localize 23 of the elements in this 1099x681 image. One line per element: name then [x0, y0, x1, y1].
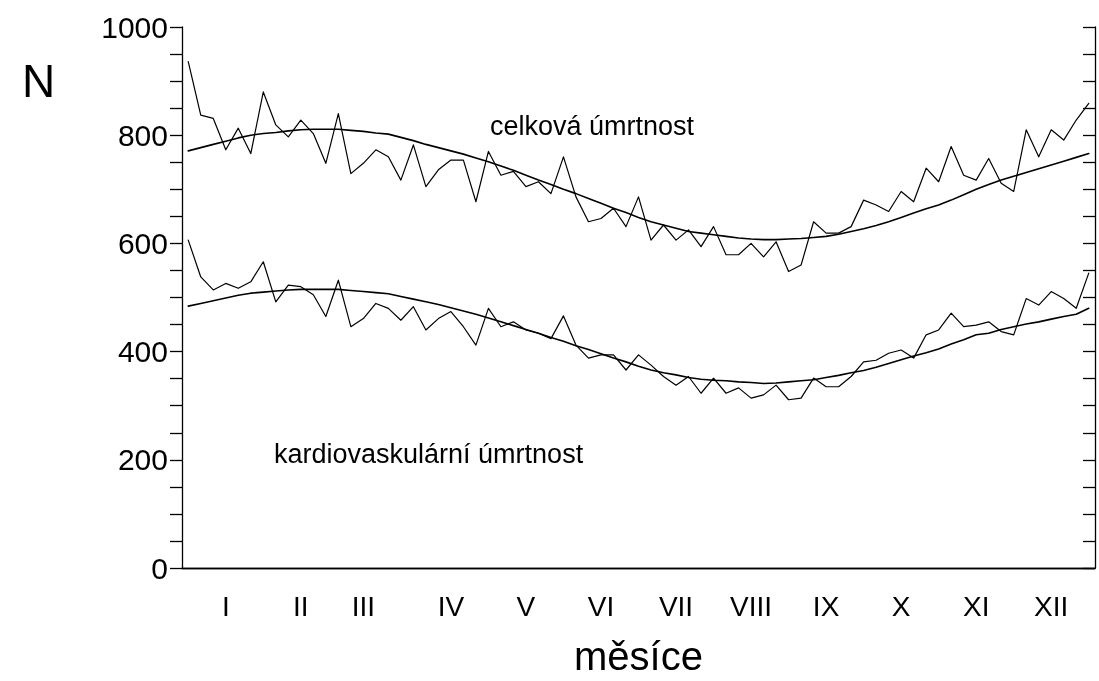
y-tick-label: 600	[117, 226, 168, 260]
text: kardiovaskulární úmrtnost	[274, 438, 584, 469]
x-tick-label: I	[221, 590, 230, 622]
y-axis-title: N	[22, 55, 56, 107]
x-tick-label: XI	[962, 590, 990, 622]
x-tick-label: VIII	[730, 590, 773, 622]
y-tick-label: 800	[117, 118, 168, 152]
x-tick-label: III	[351, 590, 376, 622]
x-tick-label: VII	[658, 590, 694, 622]
y-tick-label: 0	[151, 551, 168, 585]
y-tick-label: 400	[117, 335, 168, 369]
line-series	[187, 239, 1090, 401]
x-axis-title: měsíce	[574, 634, 703, 678]
x-tick-label: V	[516, 590, 536, 622]
x-tick-label: VI	[587, 590, 615, 622]
y-tick-label: 1000	[101, 10, 168, 44]
series-label: celková úmrtnost	[490, 110, 695, 141]
x-tick-label: II	[293, 590, 309, 622]
x-tick-label: IX	[812, 590, 840, 622]
x-tick-label: XII	[1034, 590, 1069, 622]
x-tick-label: X	[891, 590, 911, 622]
y-tick-label: 200	[117, 443, 168, 477]
x-tick-label: IV	[437, 590, 465, 622]
